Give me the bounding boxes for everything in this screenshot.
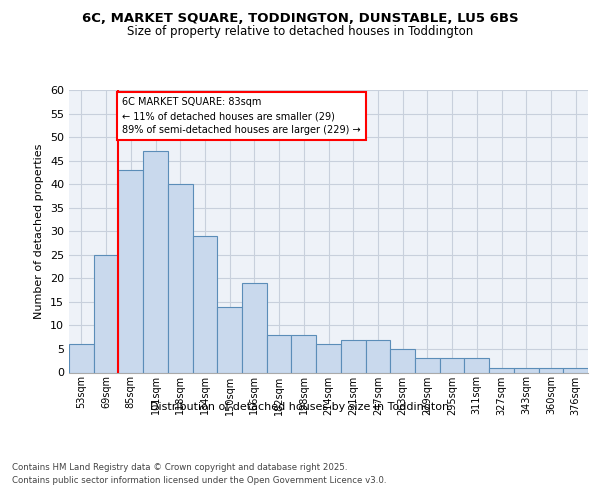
Bar bbox=[143, 151, 168, 372]
Bar bbox=[440, 358, 464, 372]
Y-axis label: Number of detached properties: Number of detached properties bbox=[34, 144, 44, 319]
Bar bbox=[69, 344, 94, 372]
Text: Contains HM Land Registry data © Crown copyright and database right 2025.: Contains HM Land Registry data © Crown c… bbox=[12, 462, 347, 471]
Bar bbox=[292, 335, 316, 372]
Text: Size of property relative to detached houses in Toddington: Size of property relative to detached ho… bbox=[127, 25, 473, 38]
Bar bbox=[563, 368, 588, 372]
Bar bbox=[217, 306, 242, 372]
Bar bbox=[489, 368, 514, 372]
Text: Distribution of detached houses by size in Toddington: Distribution of detached houses by size … bbox=[151, 402, 449, 412]
Bar bbox=[390, 349, 415, 372]
Bar bbox=[118, 170, 143, 372]
Bar bbox=[168, 184, 193, 372]
Bar bbox=[94, 255, 118, 372]
Bar bbox=[316, 344, 341, 372]
Text: 6C MARKET SQUARE: 83sqm
← 11% of detached houses are smaller (29)
89% of semi-de: 6C MARKET SQUARE: 83sqm ← 11% of detache… bbox=[122, 97, 361, 135]
Bar bbox=[365, 340, 390, 372]
Bar bbox=[242, 283, 267, 372]
Text: 6C, MARKET SQUARE, TODDINGTON, DUNSTABLE, LU5 6BS: 6C, MARKET SQUARE, TODDINGTON, DUNSTABLE… bbox=[82, 12, 518, 26]
Bar bbox=[193, 236, 217, 372]
Bar bbox=[267, 335, 292, 372]
Bar bbox=[464, 358, 489, 372]
Bar bbox=[514, 368, 539, 372]
Bar bbox=[415, 358, 440, 372]
Bar bbox=[341, 340, 365, 372]
Text: Contains public sector information licensed under the Open Government Licence v3: Contains public sector information licen… bbox=[12, 476, 386, 485]
Bar bbox=[539, 368, 563, 372]
